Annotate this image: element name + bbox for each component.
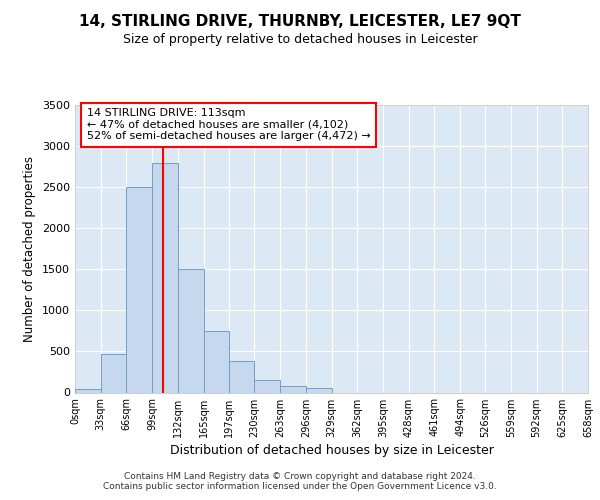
X-axis label: Distribution of detached houses by size in Leicester: Distribution of detached houses by size … [170, 444, 493, 456]
Bar [254, 380, 280, 392]
Bar [127, 187, 152, 392]
Bar [229, 362, 254, 392]
Bar [280, 386, 306, 392]
Bar [203, 331, 229, 392]
Text: 14, STIRLING DRIVE, THURNBY, LEICESTER, LE7 9QT: 14, STIRLING DRIVE, THURNBY, LEICESTER, … [79, 14, 521, 29]
Y-axis label: Number of detached properties: Number of detached properties [23, 156, 37, 342]
Text: 14 STIRLING DRIVE: 113sqm
← 47% of detached houses are smaller (4,102)
52% of se: 14 STIRLING DRIVE: 113sqm ← 47% of detac… [86, 108, 370, 142]
Bar [178, 270, 203, 392]
Text: Size of property relative to detached houses in Leicester: Size of property relative to detached ho… [122, 34, 478, 46]
Bar [306, 388, 331, 392]
Bar [101, 354, 127, 393]
Text: Contains HM Land Registry data © Crown copyright and database right 2024.
Contai: Contains HM Land Registry data © Crown c… [103, 472, 497, 491]
Bar [75, 390, 101, 392]
Bar [152, 162, 178, 392]
